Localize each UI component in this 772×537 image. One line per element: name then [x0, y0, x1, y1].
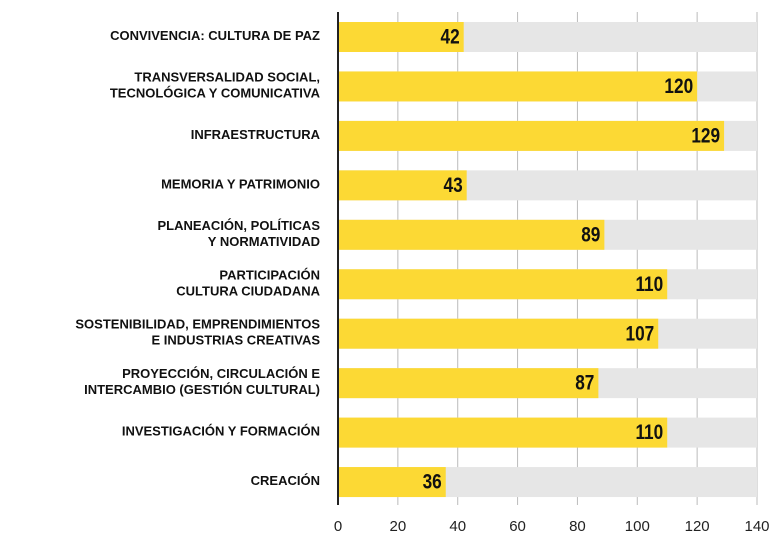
category-label: MEMORIA Y PATRIMONIO [161, 177, 320, 192]
bar [338, 219, 605, 250]
value-label: 87 [575, 372, 594, 395]
category-label: SOSTENIBILIDAD, EMPRENDIMIENTOS E INDUSTR… [75, 317, 320, 348]
bar [338, 318, 659, 349]
category-label: PROYECCIÓN, CIRCULACIÓN E INTERCAMBIO (GE… [84, 367, 320, 398]
category-label: INFRAESTRUCTURA [191, 127, 321, 142]
category-label: TRANSVERSALIDAD SOCIAL, TECNOLÓGICA Y COM… [110, 70, 321, 101]
value-label: 110 [635, 422, 663, 445]
category-label: PARTICIPACIÓN CULTURA CIUDADANA [176, 268, 320, 299]
x-tick-label: 100 [625, 518, 650, 535]
x-tick-label: 0 [334, 518, 342, 535]
value-label: 107 [626, 323, 655, 346]
x-tick-label: 120 [685, 518, 710, 535]
bar [338, 22, 464, 52]
category-label: CONVIVENCIA: CULTURA DE PAZ [110, 28, 320, 43]
value-label: 42 [441, 26, 460, 49]
bar [338, 170, 467, 201]
bar [338, 467, 446, 498]
category-label: PLANEACIÓN, POLÍTICAS Y NORMATIVIDAD [157, 218, 320, 249]
category-label: INVESTIGACIÓN Y FORMACIÓN [122, 424, 320, 439]
value-label: 43 [444, 174, 463, 197]
x-tick-label: 80 [569, 518, 586, 535]
bar [338, 417, 668, 448]
x-tick-label: 20 [390, 518, 407, 535]
value-label: 89 [581, 224, 600, 247]
value-label: 36 [423, 471, 442, 494]
x-tick-label: 60 [509, 518, 526, 535]
bar [338, 71, 698, 102]
value-label: 110 [635, 273, 663, 296]
bar [338, 269, 668, 300]
value-label: 129 [691, 125, 720, 148]
x-tick-label: 140 [744, 518, 769, 535]
bar [338, 368, 599, 399]
x-tick-label: 40 [449, 518, 466, 535]
value-label: 120 [664, 76, 693, 99]
bar [338, 120, 725, 151]
category-label: CREACIÓN [251, 473, 320, 488]
